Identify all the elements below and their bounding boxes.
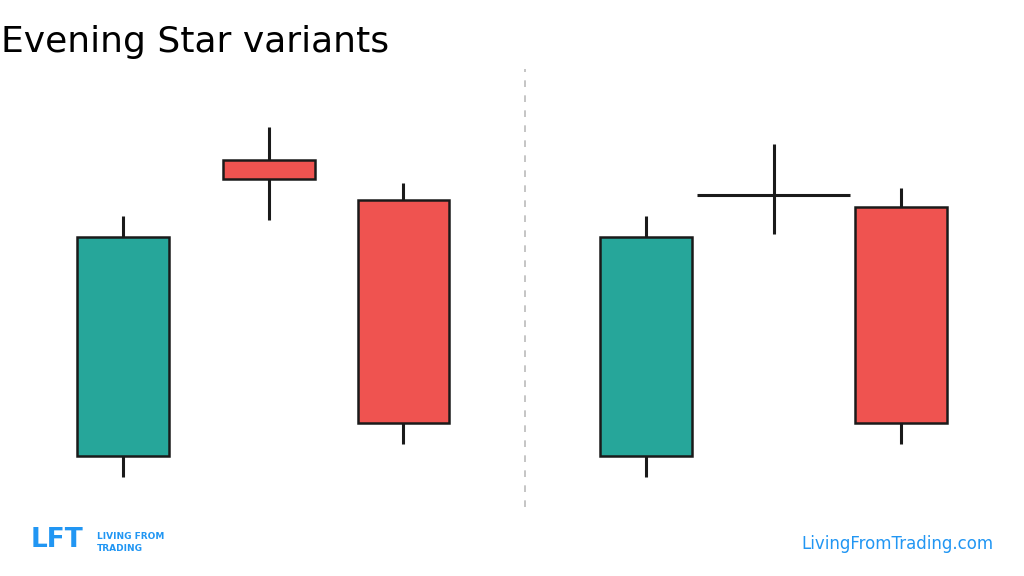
Bar	[600, 237, 692, 456]
Text: LFT: LFT	[31, 527, 84, 553]
Bar	[357, 199, 450, 423]
Bar	[223, 160, 315, 179]
Text: Evening Star variants: Evening Star variants	[1, 25, 389, 59]
Text: LIVING FROM
TRADING: LIVING FROM TRADING	[97, 532, 165, 553]
Text: LivingFromTrading.com: LivingFromTrading.com	[801, 535, 993, 553]
Bar	[855, 207, 947, 423]
Bar	[77, 237, 169, 456]
